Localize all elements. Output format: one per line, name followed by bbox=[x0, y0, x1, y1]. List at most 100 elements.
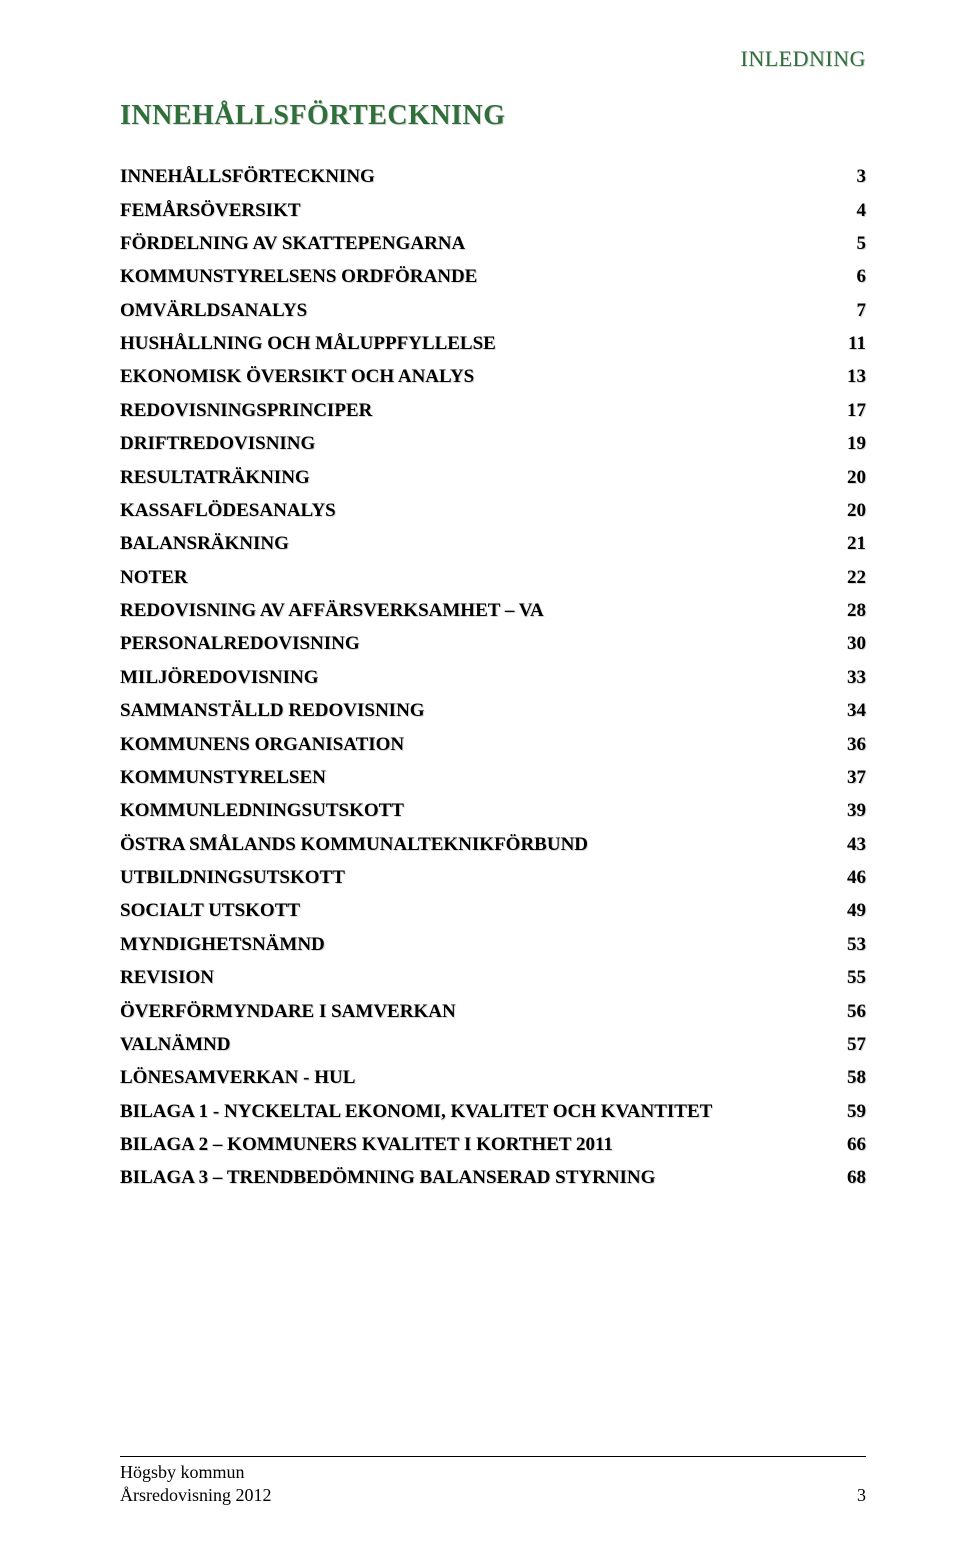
toc-page: 19 bbox=[834, 434, 866, 453]
toc-label: REDOVISNINGSPRINCIPER bbox=[120, 401, 834, 420]
toc-label: VALNÄMND bbox=[120, 1035, 834, 1054]
toc-row[interactable]: MILJÖREDOVISNING33 bbox=[120, 661, 866, 694]
toc-page: 46 bbox=[834, 868, 866, 887]
toc-label: BILAGA 2 – KOMMUNERS KVALITET I KORTHET … bbox=[120, 1135, 834, 1154]
toc-page: 59 bbox=[834, 1102, 866, 1121]
toc-row[interactable]: LÖNESAMVERKAN - HUL58 bbox=[120, 1061, 866, 1094]
toc-label: PERSONALREDOVISNING bbox=[120, 634, 834, 653]
toc-page: 11 bbox=[834, 334, 866, 353]
toc-label: MYNDIGHETSNÄMND bbox=[120, 935, 834, 954]
toc-label: INNEHÅLLSFÖRTECKNING bbox=[120, 167, 834, 186]
footer-page-number: 3 bbox=[857, 1485, 866, 1506]
toc-page: 43 bbox=[834, 835, 866, 854]
toc-row[interactable]: REDOVISNING AV AFFÄRSVERKSAMHET – VA28 bbox=[120, 594, 866, 627]
toc-row[interactable]: INNEHÅLLSFÖRTECKNING3 bbox=[120, 160, 866, 193]
toc-row[interactable]: ÖVERFÖRMYNDARE I SAMVERKAN56 bbox=[120, 994, 866, 1027]
toc-label: KOMMUNSTYRELSENS ORDFÖRANDE bbox=[120, 267, 834, 286]
footer-line: Högsby kommun Årsredovisning 2012 3 bbox=[120, 1461, 866, 1506]
toc-page: 21 bbox=[834, 534, 866, 553]
toc-page: 7 bbox=[834, 301, 866, 320]
toc-label: ÖSTRA SMÅLANDS KOMMUNALTEKNIKFÖRBUND bbox=[120, 835, 834, 854]
toc-row[interactable]: OMVÄRLDSANALYS7 bbox=[120, 294, 866, 327]
toc-row[interactable]: ÖSTRA SMÅLANDS KOMMUNALTEKNIKFÖRBUND43 bbox=[120, 828, 866, 861]
toc-row[interactable]: UTBILDNINGSUTSKOTT46 bbox=[120, 861, 866, 894]
toc-page: 57 bbox=[834, 1035, 866, 1054]
toc-label: UTBILDNINGSUTSKOTT bbox=[120, 868, 834, 887]
toc-label: KOMMUNSTYRELSEN bbox=[120, 768, 834, 787]
page: INLEDNING INNEHÅLLSFÖRTECKNING INNEHÅLLS… bbox=[0, 0, 960, 1554]
toc-page: 49 bbox=[834, 901, 866, 920]
toc-row[interactable]: REDOVISNINGSPRINCIPER17 bbox=[120, 394, 866, 427]
toc-row[interactable]: FEMÅRSÖVERSIKT4 bbox=[120, 193, 866, 226]
table-of-contents: INNEHÅLLSFÖRTECKNING3FEMÅRSÖVERSIKT4FÖRD… bbox=[120, 160, 866, 1195]
toc-row[interactable]: BALANSRÄKNING21 bbox=[120, 527, 866, 560]
toc-page: 53 bbox=[834, 935, 866, 954]
toc-label: NOTER bbox=[120, 568, 834, 587]
section-title: INNEHÅLLSFÖRTECKNING bbox=[120, 100, 866, 132]
toc-page: 13 bbox=[834, 367, 866, 386]
footer-rule bbox=[120, 1456, 866, 1457]
toc-row[interactable]: SAMMANSTÄLLD REDOVISNING34 bbox=[120, 694, 866, 727]
toc-row[interactable]: MYNDIGHETSNÄMND53 bbox=[120, 928, 866, 961]
toc-label: ÖVERFÖRMYNDARE I SAMVERKAN bbox=[120, 1002, 834, 1021]
toc-row[interactable]: KOMMUNENS ORGANISATION36 bbox=[120, 727, 866, 760]
toc-row[interactable]: NOTER22 bbox=[120, 561, 866, 594]
toc-label: BILAGA 3 – TRENDBEDÖMNING BALANSERAD STY… bbox=[120, 1168, 834, 1187]
toc-row[interactable]: KOMMUNSTYRELSEN37 bbox=[120, 761, 866, 794]
toc-label: EKONOMISK ÖVERSIKT OCH ANALYS bbox=[120, 367, 834, 386]
toc-row[interactable]: KASSAFLÖDESANALYS20 bbox=[120, 494, 866, 527]
toc-row[interactable]: PERSONALREDOVISNING30 bbox=[120, 627, 866, 660]
toc-label: HUSHÅLLNING OCH MÅLUPPFYLLELSE bbox=[120, 334, 834, 353]
toc-row[interactable]: RESULTATRÄKNING20 bbox=[120, 460, 866, 493]
toc-label: DRIFTREDOVISNING bbox=[120, 434, 834, 453]
toc-label: LÖNESAMVERKAN - HUL bbox=[120, 1068, 834, 1087]
toc-page: 20 bbox=[834, 501, 866, 520]
toc-row[interactable]: HUSHÅLLNING OCH MÅLUPPFYLLELSE11 bbox=[120, 327, 866, 360]
toc-row[interactable]: BILAGA 1 - NYCKELTAL EKONOMI, KVALITET O… bbox=[120, 1095, 866, 1128]
toc-page: 58 bbox=[834, 1068, 866, 1087]
toc-row[interactable]: FÖRDELNING AV SKATTEPENGARNA5 bbox=[120, 227, 866, 260]
toc-page: 37 bbox=[834, 768, 866, 787]
toc-page: 22 bbox=[834, 568, 866, 587]
toc-row[interactable]: BILAGA 3 – TRENDBEDÖMNING BALANSERAD STY… bbox=[120, 1161, 866, 1194]
toc-page: 20 bbox=[834, 468, 866, 487]
toc-page: 3 bbox=[834, 167, 866, 186]
footer-org: Högsby kommun bbox=[120, 1461, 272, 1484]
toc-label: SOCIALT UTSKOTT bbox=[120, 901, 834, 920]
toc-label: KOMMUNLEDNINGSUTSKOTT bbox=[120, 801, 834, 820]
toc-label: MILJÖREDOVISNING bbox=[120, 668, 834, 687]
toc-label: OMVÄRLDSANALYS bbox=[120, 301, 834, 320]
toc-label: BILAGA 1 - NYCKELTAL EKONOMI, KVALITET O… bbox=[120, 1102, 834, 1121]
toc-page: 36 bbox=[834, 735, 866, 754]
toc-page: 55 bbox=[834, 968, 866, 987]
toc-page: 56 bbox=[834, 1002, 866, 1021]
running-header: INLEDNING bbox=[741, 46, 866, 72]
toc-row[interactable]: KOMMUNLEDNINGSUTSKOTT39 bbox=[120, 794, 866, 827]
toc-page: 28 bbox=[834, 601, 866, 620]
toc-page: 66 bbox=[834, 1135, 866, 1154]
toc-row[interactable]: REVISION55 bbox=[120, 961, 866, 994]
toc-page: 39 bbox=[834, 801, 866, 820]
toc-page: 68 bbox=[834, 1168, 866, 1187]
toc-label: FÖRDELNING AV SKATTEPENGARNA bbox=[120, 234, 834, 253]
toc-row[interactable]: DRIFTREDOVISNING19 bbox=[120, 427, 866, 460]
toc-label: FEMÅRSÖVERSIKT bbox=[120, 201, 834, 220]
page-footer: Högsby kommun Årsredovisning 2012 3 bbox=[120, 1456, 866, 1506]
toc-row[interactable]: EKONOMISK ÖVERSIKT OCH ANALYS13 bbox=[120, 360, 866, 393]
toc-row[interactable]: BILAGA 2 – KOMMUNERS KVALITET I KORTHET … bbox=[120, 1128, 866, 1161]
toc-label: KOMMUNENS ORGANISATION bbox=[120, 735, 834, 754]
toc-page: 4 bbox=[834, 201, 866, 220]
toc-label: KASSAFLÖDESANALYS bbox=[120, 501, 834, 520]
toc-label: BALANSRÄKNING bbox=[120, 534, 834, 553]
toc-row[interactable]: VALNÄMND57 bbox=[120, 1028, 866, 1061]
toc-page: 5 bbox=[834, 234, 866, 253]
toc-page: 33 bbox=[834, 668, 866, 687]
toc-label: RESULTATRÄKNING bbox=[120, 468, 834, 487]
toc-page: 17 bbox=[834, 401, 866, 420]
toc-label: REDOVISNING AV AFFÄRSVERKSAMHET – VA bbox=[120, 601, 834, 620]
toc-row[interactable]: KOMMUNSTYRELSENS ORDFÖRANDE6 bbox=[120, 260, 866, 293]
footer-report: Årsredovisning 2012 bbox=[120, 1484, 272, 1507]
toc-label: SAMMANSTÄLLD REDOVISNING bbox=[120, 701, 834, 720]
toc-page: 6 bbox=[834, 267, 866, 286]
toc-row[interactable]: SOCIALT UTSKOTT49 bbox=[120, 894, 866, 927]
